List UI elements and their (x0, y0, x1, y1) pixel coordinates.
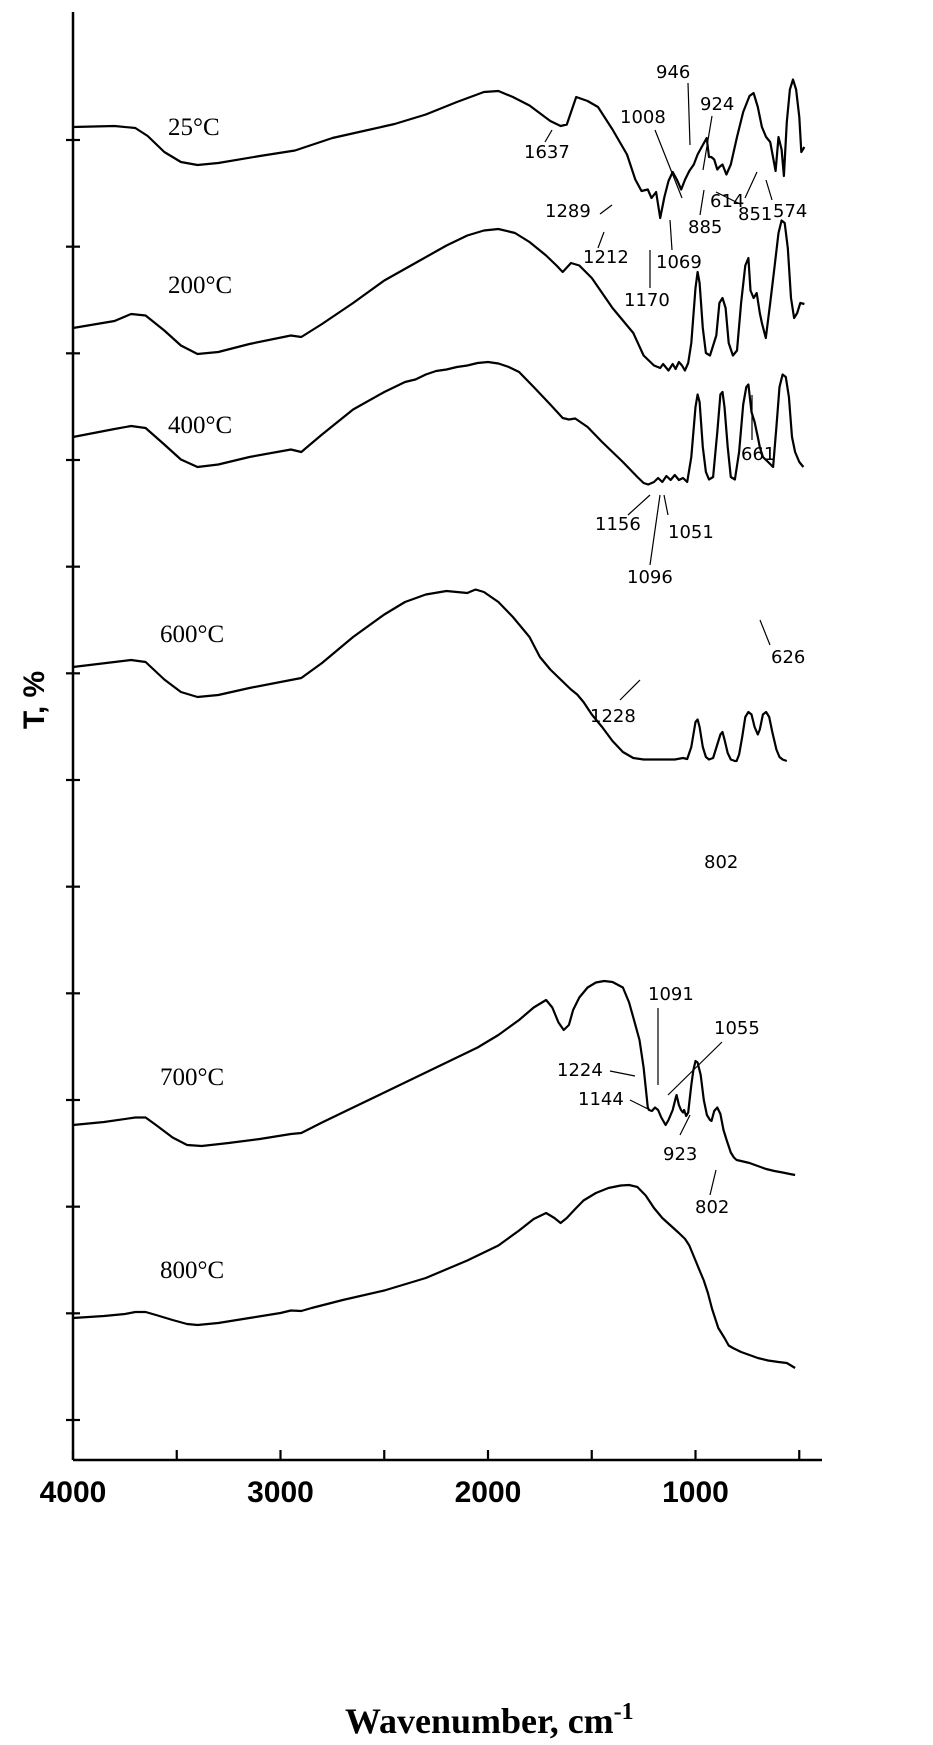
x-axis-title-superscript: -1 (614, 1699, 634, 1725)
peak-leader-line (649, 494, 661, 566)
peak-leader-line (544, 129, 553, 143)
peak-leader-line (759, 619, 771, 646)
series-label: 400°C (168, 412, 232, 439)
peak-label: 802 (704, 852, 738, 873)
peak-leader-line (699, 189, 705, 216)
peak-label: 1170 (624, 290, 670, 311)
peak-leader-line (609, 1070, 636, 1077)
peak-leader-line (654, 129, 683, 199)
peak-label: 1055 (714, 1018, 760, 1039)
spectrum-curve-5 (72, 1183, 796, 1369)
x-axis-ticks (71, 1450, 801, 1460)
peak-label: 924 (700, 94, 734, 115)
peak-leader-line (669, 219, 673, 251)
peak-label: 1637 (524, 142, 570, 163)
series-labels: 25°C 200°C 400°C 600°C 700°C 800°C (160, 114, 232, 1284)
x-tick-label: 2000 (455, 1476, 522, 1509)
peak-leader-line (679, 1114, 691, 1136)
peak-label: 885 (688, 217, 722, 238)
spectrum-curve-4 (72, 979, 796, 1177)
spectrum-curve-1 (72, 219, 805, 372)
peak-label: 923 (663, 1144, 697, 1165)
x-tick-label: 4000 (40, 1476, 107, 1509)
peak-leader-line (629, 1099, 651, 1111)
series-label: 25°C (168, 114, 220, 141)
peak-label: 1091 (648, 984, 694, 1005)
peak-leader-line (765, 179, 773, 201)
x-tick-label: 1000 (662, 1476, 729, 1509)
y-axis-ticks (66, 138, 80, 1422)
peak-leader-line (667, 1041, 723, 1096)
peak-leader-line (687, 82, 691, 146)
series-label: 700°C (160, 1064, 224, 1091)
x-tick-label: 3000 (247, 1476, 314, 1509)
peak-label: 626 (771, 647, 805, 668)
series-label: 200°C (168, 272, 232, 299)
peak-label: 1096 (627, 567, 673, 588)
peak-label: 1289 (545, 201, 591, 222)
peak-leader-line (744, 171, 758, 199)
series-label: 800°C (160, 1257, 224, 1284)
peak-label: 661 (741, 444, 775, 465)
spectrum-curve-2 (72, 360, 805, 486)
peak-label: 946 (656, 62, 690, 83)
spectra-curves (72, 78, 806, 1369)
x-axis-title-text: Wavenumber, cm (345, 1701, 614, 1741)
axes (71, 12, 822, 1462)
y-axis-title: T, % (18, 671, 51, 729)
peak-leader-line (702, 115, 713, 171)
peak-label: 851 (738, 204, 772, 225)
peak-label: 1156 (595, 514, 641, 535)
peak-label: 1051 (668, 522, 714, 543)
peak-label: 802 (695, 1197, 729, 1218)
peak-label: 1228 (590, 706, 636, 727)
x-axis-title: Wavenumber, cm-1 (345, 1699, 634, 1741)
peak-leader-line (709, 1169, 717, 1196)
x-tick-labels: 4000 3000 2000 1000 (40, 1476, 729, 1509)
peak-label: 1069 (656, 252, 702, 273)
peak-leader-line (597, 231, 605, 249)
peak-leader-line (599, 204, 613, 215)
peak-label: 1144 (578, 1089, 624, 1110)
peak-label: 1008 (620, 107, 666, 128)
spectrum-curve-3 (72, 588, 788, 763)
series-label: 600°C (160, 621, 224, 648)
peak-label: 574 (773, 201, 807, 222)
peak-label: 1212 (583, 247, 629, 268)
peak-leader-line (619, 679, 641, 701)
peak-label: 1224 (557, 1060, 603, 1081)
peak-leader-line (627, 494, 651, 516)
spectrum-curve-0 (72, 78, 806, 220)
peak-leader-line (715, 191, 741, 205)
peak-leader-line (663, 494, 669, 516)
peak-label: 614 (710, 191, 744, 212)
